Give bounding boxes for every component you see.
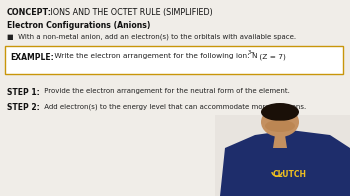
Text: Electron Configurations (Anions): Electron Configurations (Anions) [7, 21, 150, 30]
Text: Add electron(s) to the energy level that can accommodate more electrons.: Add electron(s) to the energy level that… [42, 103, 306, 110]
Text: IONS AND THE OCTET RULE (SIMPLIFIED): IONS AND THE OCTET RULE (SIMPLIFIED) [48, 8, 213, 17]
Text: CONCEPT:: CONCEPT: [7, 8, 52, 17]
Ellipse shape [261, 103, 299, 121]
Text: EXAMPLE:: EXAMPLE: [10, 53, 54, 62]
Text: 3−: 3− [248, 50, 255, 55]
Text: CLUTCH: CLUTCH [273, 170, 307, 179]
FancyBboxPatch shape [215, 115, 350, 196]
Ellipse shape [261, 107, 299, 137]
Text: STEP 2:: STEP 2: [7, 103, 40, 112]
Polygon shape [273, 135, 287, 148]
Text: (Z = 7): (Z = 7) [257, 53, 286, 60]
Text: Provide the electron arrangement for the neutral form of the element.: Provide the electron arrangement for the… [42, 88, 290, 94]
Text: ■  With a non-metal anion, add an electron(s) to the orbitals with available spa: ■ With a non-metal anion, add an electro… [7, 33, 296, 40]
Polygon shape [220, 130, 350, 196]
FancyBboxPatch shape [5, 46, 343, 74]
Text: STEP 1:: STEP 1: [7, 88, 40, 97]
Text: Write the electron arrangement for the following ion: N: Write the electron arrangement for the f… [52, 53, 258, 59]
Ellipse shape [265, 120, 295, 132]
